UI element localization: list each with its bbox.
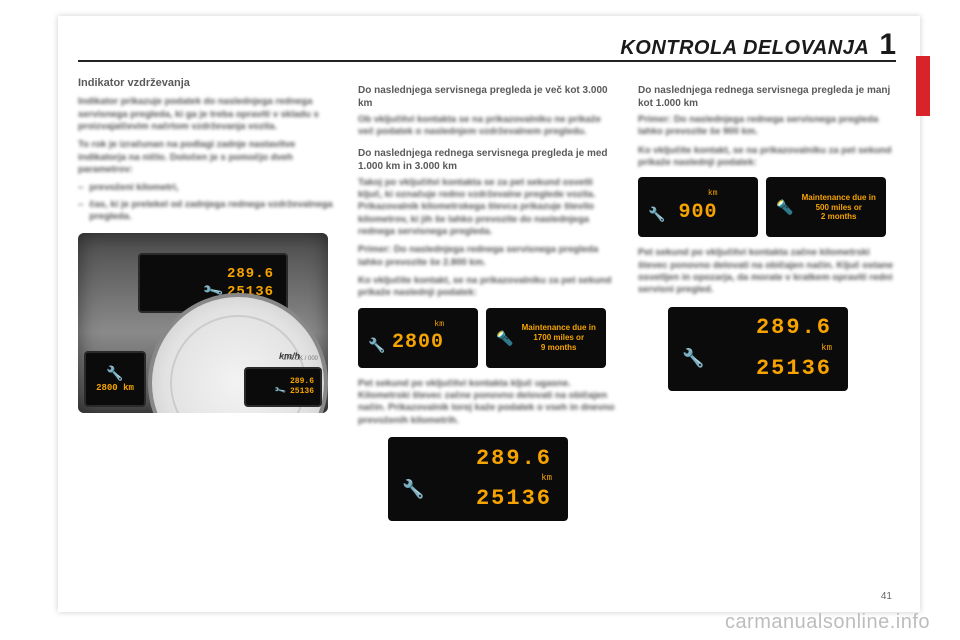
dash-left-value: 2800 km	[96, 383, 134, 395]
big-line1a: 289.6	[476, 445, 552, 474]
wrench-icon: 🔧	[368, 336, 385, 354]
dash-right-line1: 289.6	[290, 377, 314, 387]
page-header: KONTROLA DELOVANJA 1	[620, 28, 896, 62]
watermark: carmanualsonline.info	[725, 611, 930, 634]
torch-icon: 🔦	[776, 198, 793, 216]
col2-p5: Pet sekund po vključitvi kontakta ključ …	[358, 378, 616, 427]
col2-p3: Primer: Do naslednjega rednega servisneg…	[358, 244, 616, 269]
dash-right-line2: 🔧25136	[276, 387, 314, 397]
display-maintenance-500: 🔦 Maintenance due in 500 miles or 2 mont…	[766, 177, 886, 237]
col1-bullet2-text: čas, ki je pretekel od zadnjega rednega …	[89, 199, 336, 224]
display-900: 🔧 km 900	[638, 177, 758, 237]
col1-heading: Indikator vzdrževanja	[78, 76, 336, 90]
col3-p1: Primer: Do naslednjega rednega servisneg…	[638, 114, 896, 139]
wrench-icon: 🔧	[648, 205, 665, 223]
big-km-b: km	[821, 343, 832, 355]
dash-right-mini: 289.6 🔧25136	[244, 367, 322, 407]
col3-p3: Pet sekund po vključitvi kontakta začne …	[638, 247, 896, 296]
header-rule	[78, 60, 896, 62]
km-label: km	[434, 320, 444, 330]
col3-h1: Do naslednjega rednega servisnega pregle…	[638, 84, 896, 110]
big-km-a: km	[541, 473, 552, 485]
col2-h1: Do naslednjega servisnega pregleda je ve…	[358, 84, 616, 110]
col1-bullet2: –čas, ki je pretekel od zadnjega rednega…	[78, 199, 336, 224]
col1-para2: To rok je izračunan na podlagi zadnje na…	[78, 139, 336, 176]
display-maintenance-1700: 🔦 Maintenance due in 1700 miles or 9 mon…	[486, 308, 606, 368]
dash-top-line1: 289.6	[227, 265, 274, 283]
display-2800-value: 2800	[392, 330, 444, 356]
big-line1b: 289.6	[756, 314, 832, 343]
check-label: CHECK / 000	[282, 356, 318, 364]
content-columns: Indikator vzdrževanja Indikator prikazuj…	[78, 76, 896, 592]
side-tab	[916, 56, 930, 116]
dashboard-illustration: 289.6 🔧25136 km/h 🔧 2800 km 289.6 🔧25136…	[78, 233, 328, 413]
col1-bullet1: –prevoženi kilometri,	[78, 182, 336, 194]
torch-icon: 🔦	[496, 329, 513, 347]
chapter-number: 1	[879, 28, 896, 62]
col2-p4: Ko vključite kontakt, se na prikazovalni…	[358, 275, 616, 300]
column-3: Do naslednjega rednega servisnega pregle…	[638, 76, 896, 592]
big-line2b: 25136	[756, 355, 832, 384]
col2-p2: Takoj po vključitvi kontakta se za pet s…	[358, 177, 616, 239]
col3-p2: Ko vključite kontakt, se na prikazovalni…	[638, 145, 896, 170]
column-2: Do naslednjega servisnega pregleda je ve…	[358, 76, 616, 592]
wrench-icon: 🔧	[274, 386, 288, 400]
column-1: Indikator vzdrževanja Indikator prikazuj…	[78, 76, 336, 592]
km-label: km	[708, 189, 718, 199]
display-289-25136-a: 289.6 km 🔧 25136	[388, 437, 568, 521]
maintenance-msg-2: Maintenance due in 500 miles or 2 months	[802, 193, 876, 222]
wrench-icon: 🔧	[106, 364, 123, 382]
wrench-icon: 🔧	[682, 347, 704, 370]
wrench-icon: 🔧	[402, 478, 424, 501]
page-number: 41	[881, 591, 892, 602]
header-title: KONTROLA DELOVANJA	[620, 37, 869, 60]
display-900-value: 900	[678, 200, 717, 226]
display-289-25136-b: 289.6 km 🔧 25136	[668, 307, 848, 391]
big-line2a: 25136	[476, 485, 552, 514]
maintenance-msg-1: Maintenance due in 1700 miles or 9 month…	[522, 323, 596, 352]
col2-display-row: 🔧 km 2800 🔦 Maintenance due in 1700 mile…	[358, 308, 616, 368]
col2-h2: Do naslednjega rednega servisnega pregle…	[358, 147, 616, 173]
manual-page: KONTROLA DELOVANJA 1 Indikator vzdrževan…	[58, 16, 920, 612]
col3-display-row: 🔧 km 900 🔦 Maintenance due in 500 miles …	[638, 177, 896, 237]
display-2800: 🔧 km 2800	[358, 308, 478, 368]
col1-para1: Indikator prikazuje podatek do naslednje…	[78, 96, 336, 133]
col2-p1: Ob vključitvi kontakta se na prikazovaln…	[358, 114, 616, 139]
col1-bullet1-text: prevoženi kilometri,	[89, 182, 178, 194]
dash-left-mini: 🔧 2800 km	[84, 351, 146, 407]
